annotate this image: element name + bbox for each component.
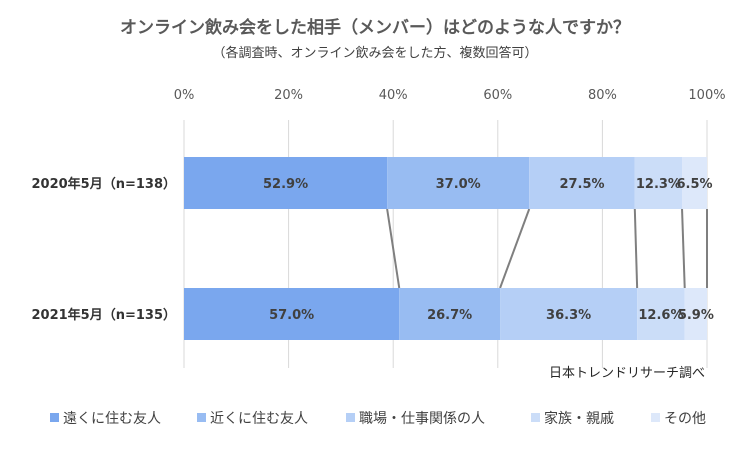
x-tick-label: 0% — [174, 88, 195, 103]
legend-label: 家族・親戚 — [544, 410, 614, 427]
legend-swatch — [50, 413, 59, 422]
data-label: 52.9% — [263, 177, 308, 192]
x-tick-label: 20% — [274, 88, 303, 103]
data-label: 12.6% — [638, 308, 683, 323]
series-line — [681, 208, 686, 289]
bar-segment — [684, 288, 707, 340]
legend-label: 近くに住む友人 — [210, 411, 308, 427]
data-label: 57.0% — [269, 308, 314, 323]
series-line — [633, 208, 639, 289]
x-axis-ticks: 0% 20% 40% 60% 80% 100% — [174, 88, 726, 103]
source-note: 日本トレンドリサーチ調べ — [549, 366, 705, 381]
data-label: 6.5% — [676, 177, 712, 192]
data-label: 5.9% — [678, 308, 714, 323]
bar-segment — [184, 157, 388, 209]
bar-segment — [387, 157, 530, 209]
data-labels: 52.9% 57.0% 37.0% 26.7% 27.5% 36.3% 12.3% 12.6%… — [263, 177, 714, 323]
series-line — [499, 208, 531, 289]
x-tick-label: 60% — [483, 88, 512, 103]
x-tick-label: 40% — [379, 88, 408, 103]
bar-segment — [634, 157, 683, 209]
chart-title: オンライン飲み会をした相手（メンバー）はどのような人ですか？ — [120, 17, 630, 38]
x-tick-label: 100% — [688, 88, 725, 103]
legend-swatch — [531, 413, 540, 422]
legend-swatch — [197, 413, 206, 422]
legend-label: その他 — [664, 411, 706, 427]
chart-subtitle: （各調査時、オンライン飲み会をした方、複数回答可） — [212, 45, 537, 61]
bar-segment — [500, 288, 638, 340]
legend-label: 遠くに住む友人 — [63, 411, 161, 427]
bar-segment — [637, 288, 685, 340]
data-label: 12.3% — [636, 177, 681, 192]
legend: 遠くに住む友人 近くに住む友人 職場・仕事関係の人 家族・親戚 その他 — [50, 410, 706, 427]
data-label: 26.7% — [427, 308, 472, 323]
x-tick-label: 80% — [588, 88, 617, 103]
bar-segment — [399, 288, 501, 340]
legend-swatch — [651, 413, 660, 422]
category-label: 2020年5月（n=138） — [31, 176, 176, 192]
bar-segment — [682, 157, 707, 209]
category-label: 2021年5月（n=135） — [31, 307, 176, 323]
category-labels: 2020年5月（n=138） 2021年5月（n=135） — [31, 176, 176, 323]
bar-segment — [184, 288, 400, 340]
bars — [184, 157, 707, 340]
data-label: 36.3% — [546, 308, 591, 323]
data-label: 37.0% — [436, 177, 481, 192]
bar-segment — [529, 157, 635, 209]
legend-swatch — [346, 413, 355, 422]
data-label: 27.5% — [559, 177, 604, 192]
series-lines — [386, 208, 708, 289]
series-line — [386, 208, 401, 289]
legend-label: 職場・仕事関係の人 — [359, 411, 485, 427]
